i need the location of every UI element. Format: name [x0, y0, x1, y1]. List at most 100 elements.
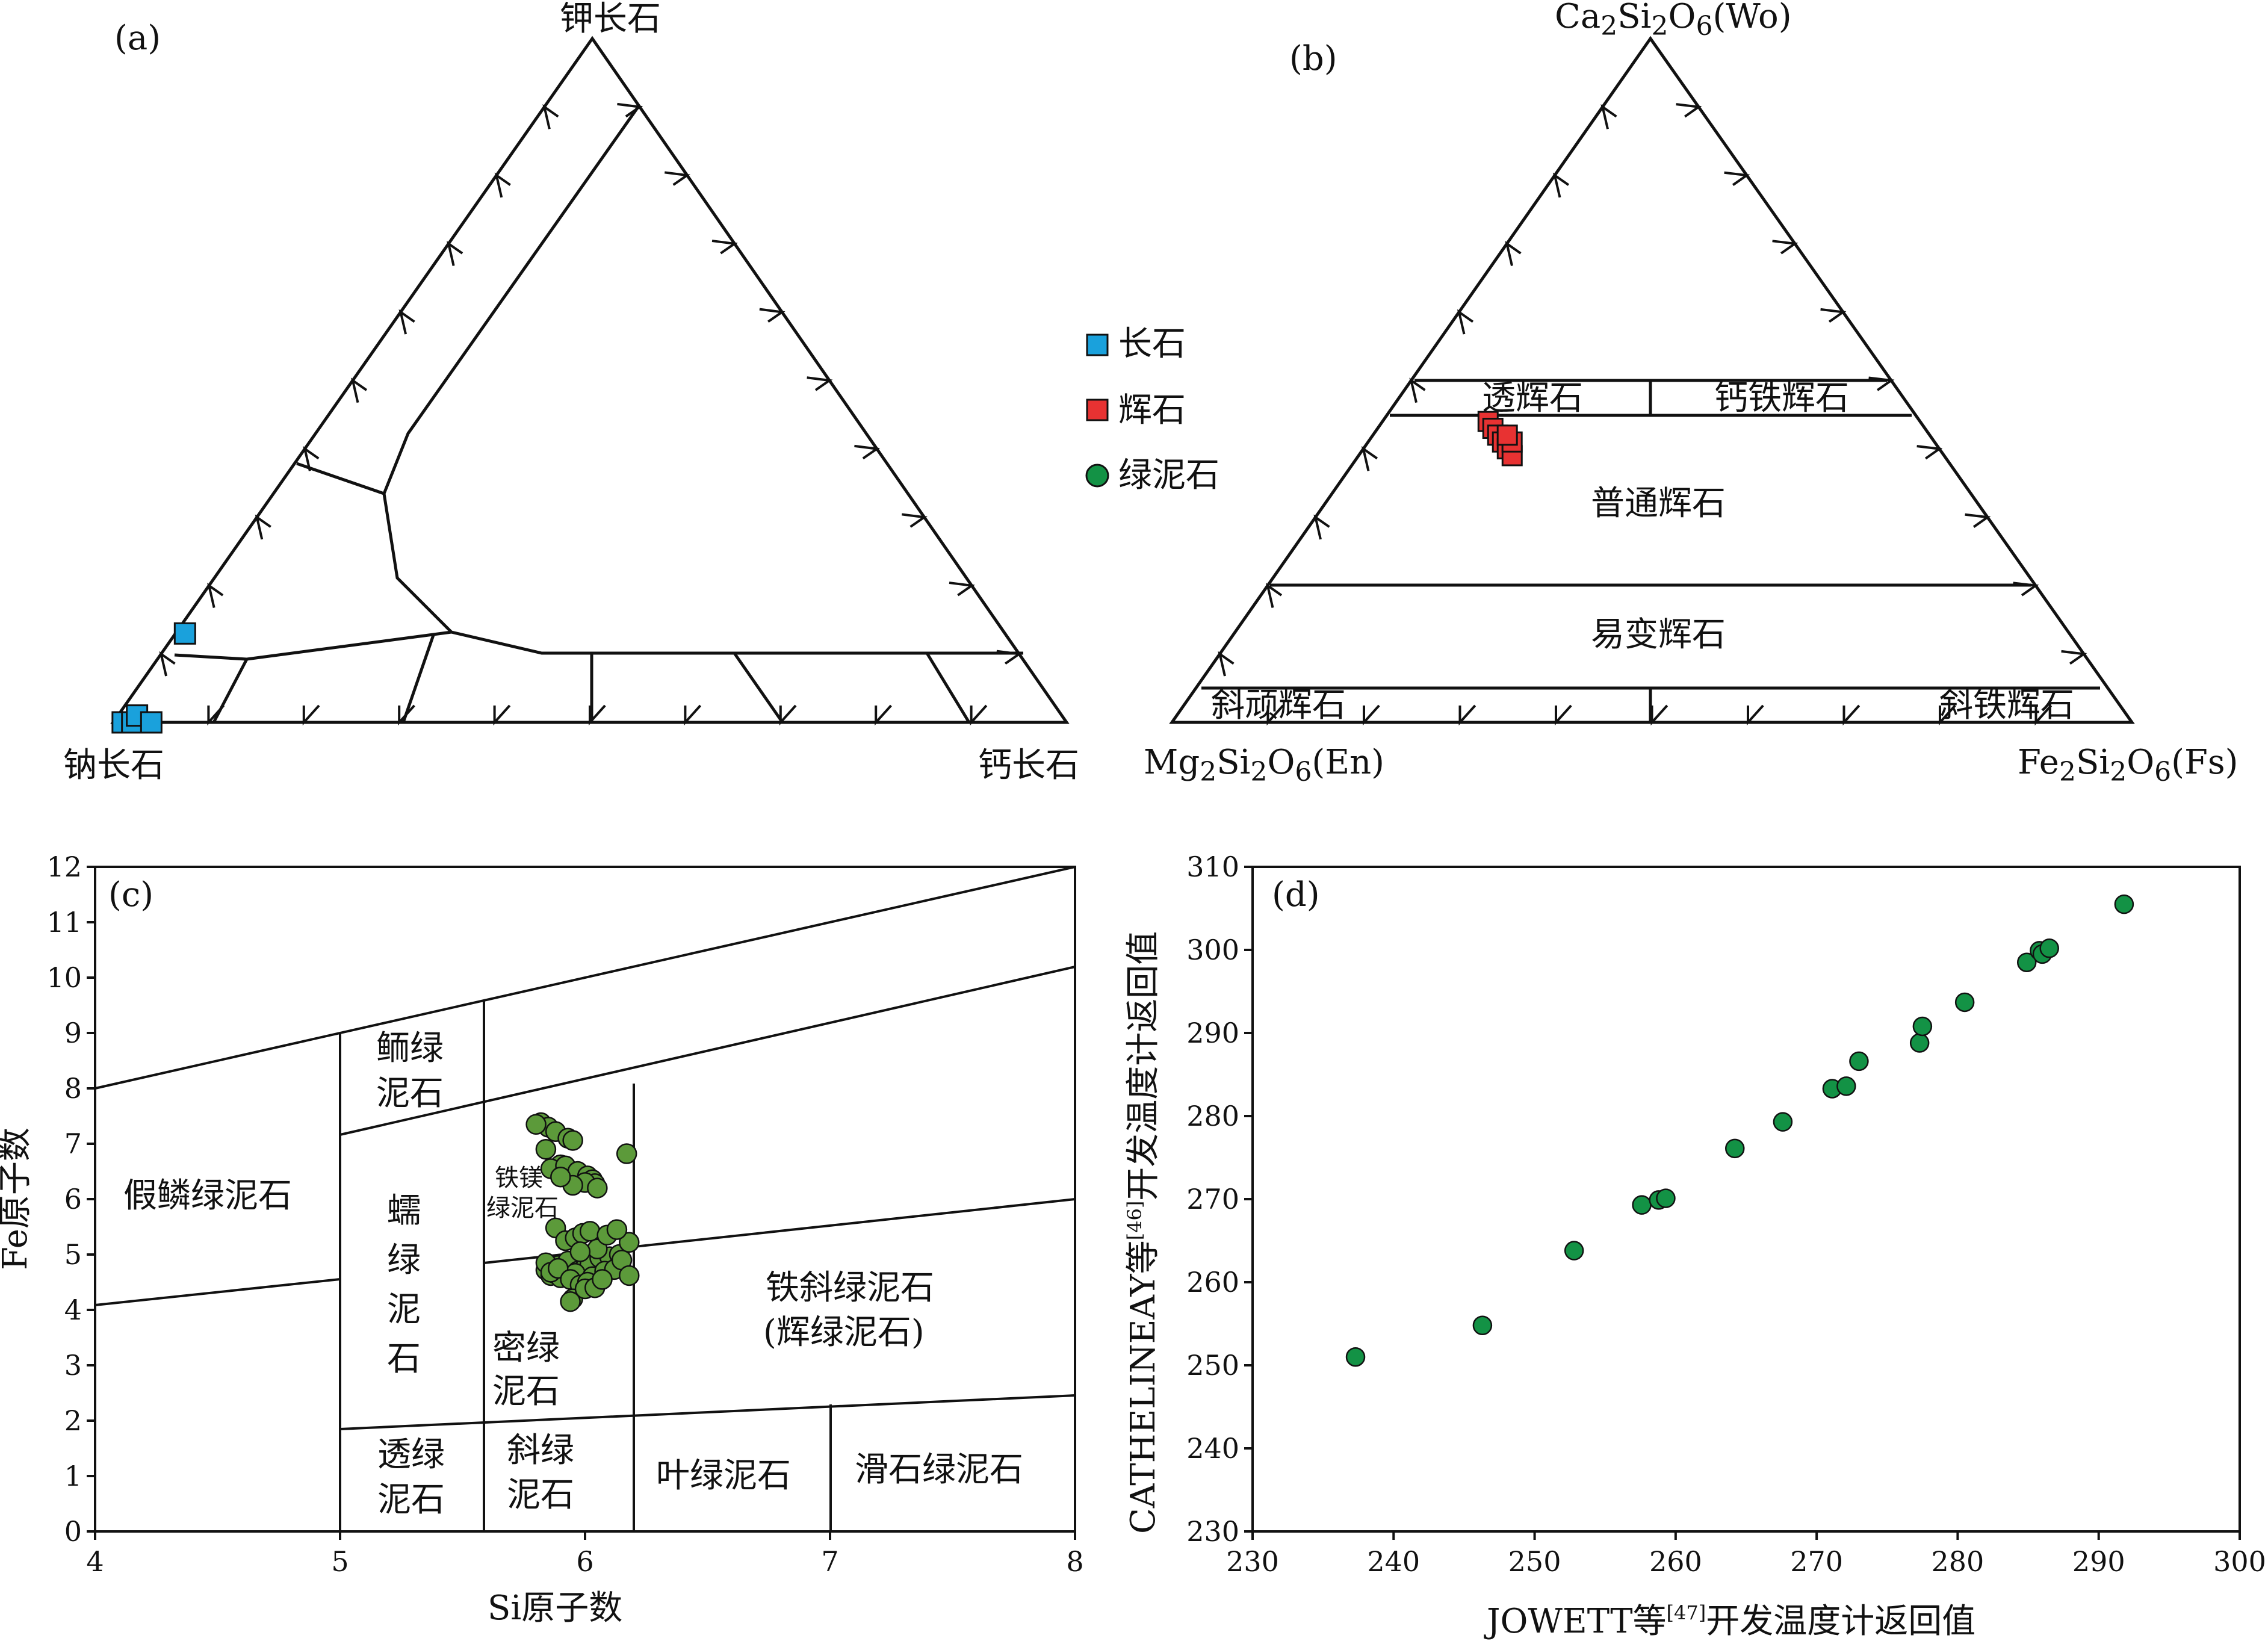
panel-d-x-tick-label: 290	[2072, 1545, 2125, 1578]
field-pseudothuringite: 假鳞绿泥石	[123, 1176, 292, 1215]
panel-d-y-tick-label: 240	[1186, 1432, 1239, 1465]
panel-c-y-tick-label: 5	[64, 1238, 82, 1271]
legend-chlorite-label: 绿泥石	[1118, 456, 1219, 495]
panel-d-y-tick-label: 290	[1186, 1017, 1239, 1049]
panel-b-tick-2-7	[1458, 704, 1476, 726]
panel-a-letter: (a)	[114, 19, 161, 58]
panel-a-tick-1-4	[759, 308, 785, 323]
field-penninite-line2: 泥石	[377, 1480, 445, 1519]
panel-c-x-tick-label: 6	[576, 1545, 593, 1578]
chlorite-point	[525, 1114, 547, 1135]
panel-c-x-tick-label: 4	[86, 1545, 104, 1578]
temperature-point	[2016, 952, 2037, 972]
panel-a-left-vertex-label: 钠长石	[63, 746, 164, 785]
panel-a-tick-0-5	[350, 377, 368, 403]
legend-chlorite-swatch	[1085, 464, 1109, 488]
panel-b-field-boundaries	[1201, 379, 2100, 722]
chlorite-point	[569, 1241, 591, 1262]
field-ripidolite-char4: 石	[387, 1339, 421, 1379]
field-ferriclinochlore-line1: 铁斜绿泥石	[766, 1268, 934, 1307]
panel-b-tick-1-7	[1965, 513, 1991, 528]
panel-b-tick-2-9	[1266, 704, 1284, 726]
field-ferro-mg-line1: 铁镁	[495, 1164, 543, 1192]
chlorite-point	[560, 1291, 581, 1312]
panel-c-y-tick-label: 11	[46, 906, 82, 938]
field-ferro-mg-line2: 绿泥石	[486, 1194, 559, 1222]
panel-d-y-tick-label: 310	[1186, 851, 1239, 883]
temperature-point	[1656, 1188, 1676, 1208]
panel-b-tick-2-2	[1939, 704, 1956, 726]
panel-a-tick-1-2	[664, 171, 691, 186]
temperature-point	[1725, 1138, 1745, 1159]
panel-a-tick-2-9	[207, 704, 225, 726]
panel-a-field-boundaries	[174, 104, 1023, 724]
panel-c-y-tick-label: 12	[46, 851, 82, 883]
panel-a-tick-2-4	[684, 704, 702, 726]
panel-b-tick-0-9	[1600, 104, 1617, 129]
panel-b-tick-2-6	[1555, 704, 1572, 726]
legend: 长石 辉石 绿泥石	[1085, 324, 1219, 495]
panel-a-tick-0-7	[447, 241, 463, 266]
panel-c-y-tick-label: 1	[64, 1460, 82, 1492]
panel-c-y-tick-label: 4	[64, 1294, 82, 1326]
panel-c-chlorite-classification: (c) 假鳞绿泥石 鲕绿 泥石 蠕 绿 泥 石 铁镁 绿泥石 密绿 泥石 铁斜绿…	[0, 851, 1084, 1628]
panel-a-tick-1-9	[996, 650, 1023, 665]
panel-b-tick-1-8	[2013, 582, 2039, 597]
temperature-point	[1909, 1033, 1930, 1053]
panel-b-right-vertex-label: Fe2Si2O6(Fs)	[2018, 743, 2238, 787]
panel-a-right-vertex-label: 钙长石	[978, 746, 1079, 785]
panel-c-x-tick-label: 5	[331, 1545, 349, 1578]
panel-a-tick-2-5	[589, 704, 606, 726]
panel-d-x-tick-label: 250	[1508, 1545, 1561, 1578]
temperature-point	[1954, 992, 1975, 1013]
panel-a-tick-1-7	[901, 513, 928, 528]
panel-b-field-hedenbergite: 钙铁辉石	[1714, 379, 1849, 418]
field-brunsvigite-line2: 泥石	[376, 1074, 444, 1113]
field-ferriclinochlore-line2: (辉绿泥石)	[763, 1313, 925, 1352]
temperature-point	[1849, 1051, 1869, 1072]
panel-a-top-vertex-label: 钾长石	[560, 0, 661, 39]
field-ripidolite-char1: 蠕	[387, 1191, 421, 1230]
pyroxene-point	[1496, 424, 1518, 446]
panel-a-tick-0-1	[159, 651, 176, 677]
panel-a-ticks	[159, 102, 1023, 726]
panel-b-points	[1477, 411, 1523, 467]
panel-a-tick-0-9	[542, 104, 559, 129]
panel-b-letter: (b)	[1289, 39, 1337, 78]
panel-a-triangle	[110, 36, 1070, 724]
panel-b-tick-1-3	[1772, 240, 1799, 255]
panel-a-tick-0-4	[303, 445, 320, 471]
panel-a-tick-2-8	[302, 704, 320, 726]
legend-pyroxene-label: 辉石	[1118, 391, 1186, 430]
chlorite-point	[587, 1177, 608, 1199]
panel-a-tick-2-6	[493, 704, 511, 726]
panel-c-y-tick-label: 3	[64, 1349, 82, 1382]
field-pycnochlorite-line1: 密绿	[492, 1329, 560, 1368]
chlorite-point	[619, 1232, 640, 1253]
panel-a-tick-2-3	[779, 704, 797, 726]
panel-b-field-augite: 普通辉石	[1591, 484, 1726, 523]
panel-b-tick-0-3	[1313, 514, 1330, 540]
temperature-point	[2114, 894, 2134, 914]
legend-item-pyroxene: 辉石	[1086, 391, 1186, 430]
panel-d-x-tick-label: 240	[1367, 1545, 1420, 1578]
chlorite-point	[619, 1265, 640, 1286]
panel-b-tick-1-2	[1724, 171, 1750, 186]
panel-d-letter: (d)	[1272, 875, 1320, 914]
panel-c-y-tick-label: 10	[46, 961, 82, 994]
panel-c-y-axis-label: Fe原子数	[0, 1128, 35, 1270]
panel-d-x-tick-label: 300	[2213, 1545, 2266, 1578]
panel-c-letter: (c)	[108, 875, 153, 914]
panel-b-pyroxene-ternary: (b) Ca2Si2O6(Wo) Mg2Si2O6(En) Fe2Si2O6(F…	[1144, 0, 2238, 787]
panel-b-tick-0-5	[1409, 377, 1426, 403]
panel-b-field-pigeonite: 易变辉石	[1591, 615, 1726, 654]
panel-d-plot-frame	[1251, 866, 2241, 1533]
panel-c-y-tick-label: 6	[64, 1183, 82, 1215]
legend-pyroxene-swatch	[1086, 399, 1109, 421]
panel-a-tick-2-1	[970, 704, 988, 726]
legend-feldspar-label: 长石	[1118, 324, 1186, 364]
panel-d-y-tick-label: 300	[1186, 934, 1239, 966]
field-clinochlore-line2: 泥石	[507, 1475, 574, 1515]
chlorite-point	[606, 1219, 628, 1240]
